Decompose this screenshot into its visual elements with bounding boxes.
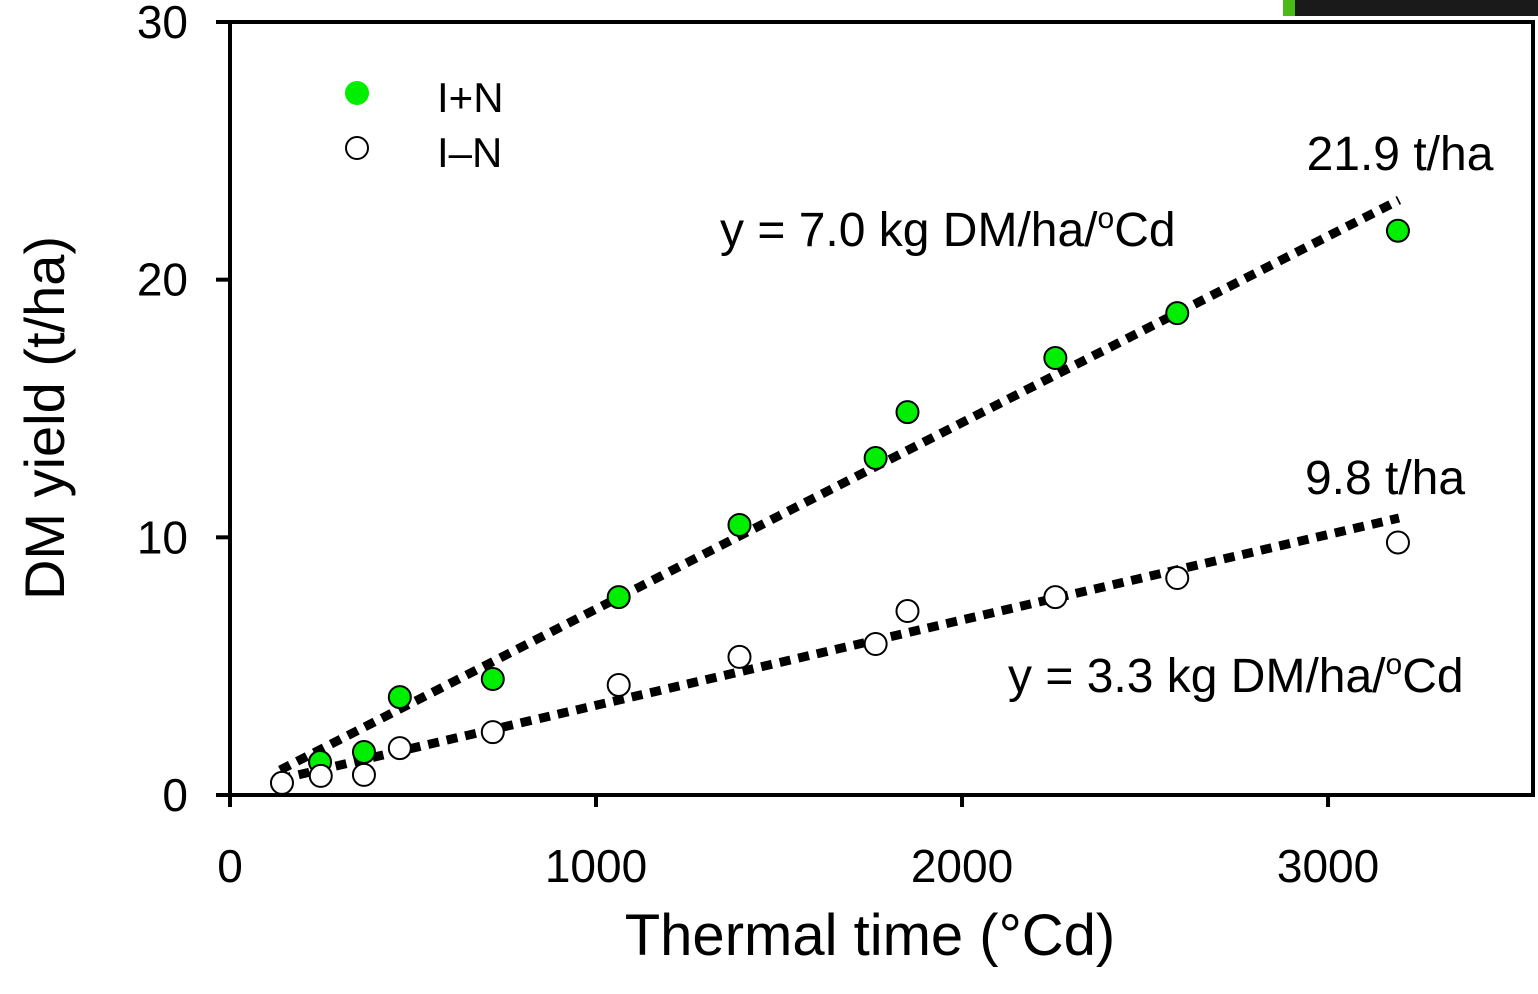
legend-marker [345,81,369,105]
plot-frame [228,20,1535,797]
annotation-text: 9.8 t/ha [1305,452,1465,505]
point [1385,530,1410,555]
x-axis-title: Thermal time (°Cd) [625,903,1115,968]
point [351,762,376,787]
x-tick-label: 1000 [545,840,647,892]
annotation-text: y = 7.0 kg DM/ha/ [720,204,1098,257]
point [1043,585,1068,610]
y-tick-label: 10 [137,511,188,563]
point [480,720,505,745]
annotation-unit: Cd [1114,204,1175,257]
point [727,512,752,537]
point [269,770,294,795]
point [387,685,412,710]
legend-label: I+N [437,74,504,121]
point [1165,566,1190,591]
annotation-superscript: o [1098,202,1115,235]
annotation-superscript: o [1386,648,1403,681]
point [480,667,505,692]
annotation-text: y = 3.3 kg DM/ha/ [1008,650,1386,703]
annotation: y = 3.3 kg DM/ha/oCd [1008,648,1464,703]
point [895,599,920,624]
point [308,763,333,788]
point [351,739,376,764]
annotation: 9.8 t/ha [1305,452,1465,505]
annotation-unit: Cd [1402,650,1463,703]
x-tick-label: 0 [217,840,243,892]
legend-label: I–N [437,129,502,176]
y-tick-label: 0 [162,769,188,821]
point [863,632,888,657]
x-tick-label: 2000 [911,840,1013,892]
y-tick-label: 30 [137,0,188,48]
point [387,736,412,761]
annotation: 21.9 t/ha [1307,128,1494,181]
annotation-text: 21.9 t/ha [1307,128,1494,181]
legend-marker [345,136,369,160]
point [1165,301,1190,326]
corner-decoration [1283,0,1295,16]
corner-decoration [1283,0,1538,16]
fit-line [278,196,1402,775]
point [606,672,631,697]
point [1385,218,1410,243]
annotation: y = 7.0 kg DM/ha/oCd [720,202,1176,257]
point [1043,345,1068,370]
y-tick-label: 20 [137,254,188,306]
fit-line [279,513,1401,784]
point [727,644,752,669]
point [606,585,631,610]
point [863,445,888,470]
y-axis-title: DM yield (t/ha) [13,236,76,600]
x-tick-label: 3000 [1277,840,1379,892]
point [895,400,920,425]
